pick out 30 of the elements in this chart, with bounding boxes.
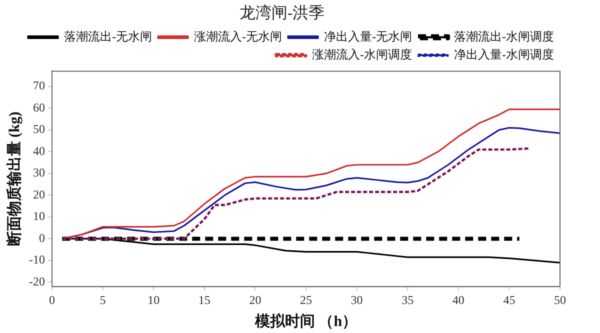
x-tick-label: 40 [452,292,464,307]
y-tick-label: 20 [32,187,45,202]
x-tick-label: 50 [554,292,566,307]
y-tick-label: 10 [32,209,45,224]
legend-label: 净出入量-水闸调度 [454,47,554,62]
x-tick-label: 30 [350,292,363,307]
x-tick-label: 35 [402,292,414,307]
legend-label: 净出入量-无水闸 [324,29,412,44]
x-tick-label: 5 [100,292,106,307]
x-tick-label: 0 [48,292,55,307]
y-tick-label: 30 [32,166,45,180]
y-tick-label: 50 [32,122,45,136]
y-tick-label: 60 [32,100,45,114]
y-tick-label: -10 [28,252,45,267]
x-tick-label: 45 [503,292,516,307]
y-tick-label: 70 [32,78,45,93]
x-tick-label: 10 [148,292,160,307]
legend-label: 涨潮流入-水闸调度 [312,47,412,62]
chart-title: 龙湾闸-洪季 [239,4,325,22]
x-tick-label: 25 [300,292,312,307]
y-tick-label: 40 [32,144,45,158]
x-tick-label: 20 [249,292,262,307]
y-tick-label: -20 [28,274,45,288]
legend-label: 落潮流出-无水闸 [64,29,152,44]
legend-label: 涨潮流入-无水闸 [194,29,282,44]
x-axis-title: 模拟时间 （h） [254,312,358,330]
x-tick-label: 15 [198,292,210,307]
y-axis-title: 断面物质输出量 (kg) [6,112,23,246]
legend-label: 落潮流出-水闸调度 [454,29,554,44]
y-tick-label: 0 [38,230,45,245]
